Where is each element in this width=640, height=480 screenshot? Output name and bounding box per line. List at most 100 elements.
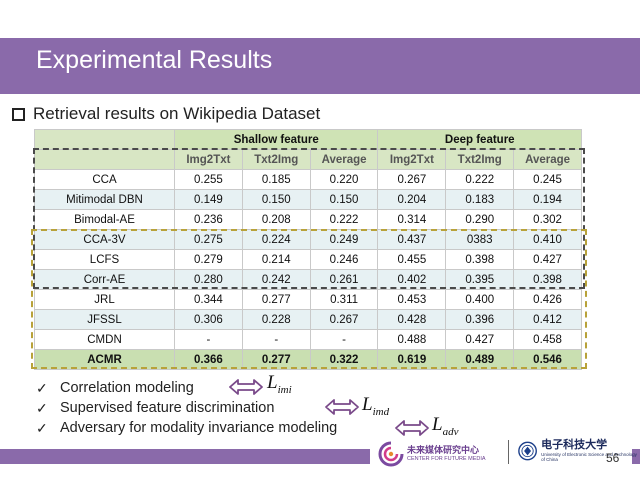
double-arrow-icon	[395, 420, 429, 436]
results-table: Shallow feature Deep feature Img2Txt Txt…	[34, 129, 582, 370]
cfm-logo: 未来媒体研究中心 CENTER FOR FUTURE MEDIA	[378, 441, 486, 467]
table-row: CCA 0.255 0.185 0.220 0.267 0.222 0.245	[34, 169, 582, 190]
value-cell: 0.619	[377, 349, 447, 370]
table-corner	[34, 129, 175, 150]
value-cell: 0.311	[309, 289, 379, 310]
value-cell: 0.208	[241, 209, 311, 230]
uestc-seal-icon	[518, 441, 537, 461]
table-row: Bimodal-AE 0.236 0.208 0.222 0.314 0.290…	[34, 209, 582, 230]
value-cell: 0.437	[377, 229, 447, 250]
check-icon: ✓	[36, 419, 48, 436]
value-cell: 0.222	[445, 169, 515, 190]
column-header: Txt2Img	[445, 149, 515, 170]
method-cell: LCFS	[34, 249, 175, 270]
value-cell: 0.277	[241, 289, 311, 310]
value-cell: 0.279	[174, 249, 243, 270]
loss-imi: Limi	[267, 372, 292, 396]
value-cell: 0.428	[377, 309, 447, 330]
value-cell: 0.453	[377, 289, 447, 310]
value-cell: 0.400	[445, 289, 515, 310]
cfm-name-cn: 未来媒体研究中心	[407, 444, 480, 455]
value-cell: -	[174, 329, 243, 350]
value-cell: 0.395	[445, 269, 515, 290]
value-cell: 0.314	[377, 209, 447, 230]
value-cell: 0.267	[377, 169, 447, 190]
loss-imd: Limd	[362, 394, 390, 418]
method-cell: ACMR	[34, 349, 175, 370]
bullet-item: ✓ Correlation modeling	[36, 378, 337, 398]
method-cell: Corr-AE	[34, 269, 175, 290]
table-row: LCFS 0.279 0.214 0.246 0.455 0.398 0.427	[34, 249, 582, 270]
cfm-mark-icon	[378, 441, 404, 467]
bullet-list: ✓ Correlation modeling ✓ Supervised feat…	[36, 378, 337, 438]
value-cell: 0.489	[445, 349, 515, 370]
value-cell: 0.249	[309, 229, 379, 250]
value-cell: 0.344	[174, 289, 243, 310]
value-cell: 0.290	[445, 209, 515, 230]
page-number: 56	[606, 451, 620, 465]
group-header-shallow: Shallow feature	[173, 129, 379, 150]
column-header: Img2Txt	[377, 149, 447, 170]
table-row: JFSSL 0.306 0.228 0.267 0.428 0.396 0.41…	[34, 309, 582, 330]
square-bullet-icon	[12, 107, 25, 121]
slide-title: Experimental Results	[36, 46, 273, 74]
value-cell: 0.427	[513, 249, 582, 270]
value-cell: 0.366	[174, 349, 243, 370]
value-cell: 0.277	[241, 349, 311, 370]
uestc-name-cn: 电子科技大学	[541, 439, 608, 451]
value-cell: 0.183	[445, 189, 515, 210]
value-cell: 0.458	[513, 329, 582, 350]
value-cell: 0.546	[513, 349, 582, 370]
value-cell: 0.488	[377, 329, 447, 350]
column-header-method	[34, 149, 175, 170]
subtitle-text: Retrieval results on Wikipedia Dataset	[33, 104, 321, 123]
value-cell: 0.185	[241, 169, 311, 190]
value-cell: -	[309, 329, 379, 350]
column-header: Txt2Img	[241, 149, 311, 170]
value-cell: 0.255	[174, 169, 243, 190]
value-cell: -	[241, 329, 311, 350]
value-cell: 0.214	[241, 249, 311, 270]
value-cell: 0.242	[241, 269, 311, 290]
bullet-item: ✓ Supervised feature discrimination	[36, 398, 337, 418]
cfm-name-en: CENTER FOR FUTURE MEDIA	[407, 455, 486, 462]
loss-adv: Ladv	[432, 414, 459, 438]
value-cell: 0.398	[445, 249, 515, 270]
value-cell: 0.412	[513, 309, 582, 330]
value-cell: 0.261	[309, 269, 379, 290]
value-cell: 0.246	[309, 249, 379, 270]
value-cell: 0.245	[513, 169, 582, 190]
column-header: Img2Txt	[174, 149, 243, 170]
table-row: CMDN - - - 0.488 0.427 0.458	[34, 329, 582, 350]
value-cell: 0.302	[513, 209, 582, 230]
bullet-text: Correlation modeling	[60, 380, 194, 396]
method-cell: JFSSL	[34, 309, 175, 330]
value-cell: 0.275	[174, 229, 243, 250]
title-bar	[0, 38, 640, 94]
method-cell: CCA-3V	[34, 229, 175, 250]
method-cell: Mitimodal DBN	[34, 189, 175, 210]
bullet-item: ✓ Adversary for modality invariance mode…	[36, 418, 337, 438]
bullet-text: Adversary for modality invariance modeli…	[60, 420, 338, 436]
method-cell: CMDN	[34, 329, 175, 350]
value-cell: 0.306	[174, 309, 243, 330]
logo-divider	[508, 440, 509, 464]
value-cell: 0.222	[309, 209, 379, 230]
double-arrow-icon	[229, 379, 263, 395]
value-cell: 0.410	[513, 229, 582, 250]
value-cell: 0.220	[309, 169, 379, 190]
method-cell: Bimodal-AE	[34, 209, 175, 230]
table-row: CCA-3V 0.275 0.224 0.249 0.437 0383 0.41…	[34, 229, 582, 250]
table-row: Mitimodal DBN 0.149 0.150 0.150 0.204 0.…	[34, 189, 582, 210]
value-cell: 0.150	[241, 189, 311, 210]
check-icon: ✓	[36, 399, 48, 416]
column-header: Average	[513, 149, 582, 170]
value-cell: 0.204	[377, 189, 447, 210]
table-row-acmr: ACMR 0.366 0.277 0.322 0.619 0.489 0.546	[34, 349, 582, 370]
value-cell: 0.228	[241, 309, 311, 330]
value-cell: 0.149	[174, 189, 243, 210]
method-cell: JRL	[34, 289, 175, 310]
method-cell: CCA	[34, 169, 175, 190]
value-cell: 0383	[445, 229, 515, 250]
value-cell: 0.280	[174, 269, 243, 290]
